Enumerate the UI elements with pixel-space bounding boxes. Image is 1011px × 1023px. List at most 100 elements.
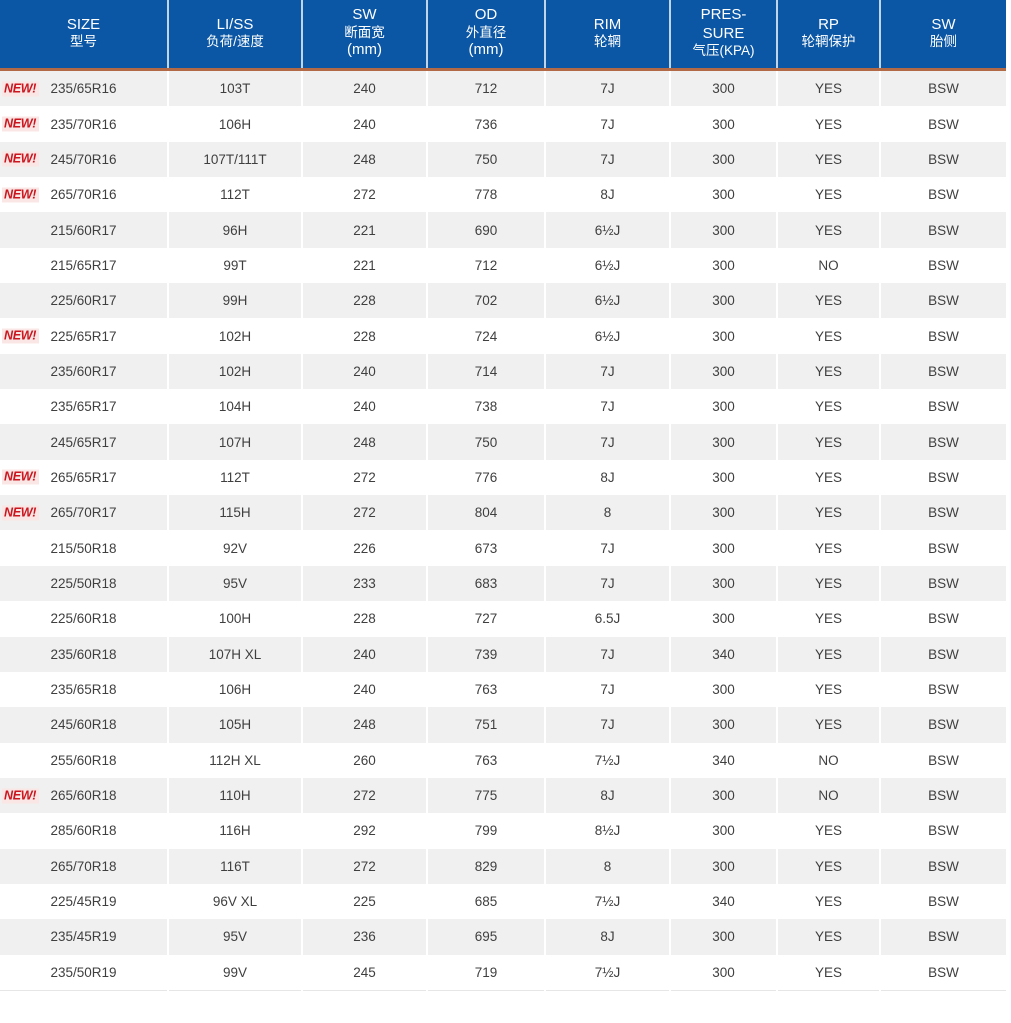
cell-sw_sidewall: BSW (879, 283, 1006, 319)
cell-rp: NO (776, 777, 880, 814)
cell-size: NEW! 265/70R17 (0, 495, 168, 531)
new-badge: NEW! (2, 81, 40, 97)
cell-rp: YES (776, 530, 880, 566)
column-header-rp: RP 轮辋保护 (776, 0, 880, 71)
cell-rim: 6.5J (544, 601, 670, 637)
cell-pressure: 340 (669, 742, 777, 778)
cell-sw_sidewall: BSW (879, 177, 1006, 213)
cell-pressure: 300 (669, 919, 777, 955)
cell-rim: 7J (544, 636, 670, 672)
cell-sw_sidewall: BSW (879, 671, 1006, 708)
cell-rp: YES (776, 707, 880, 743)
column-header-li_ss: LI/SS 负荷/速度 (167, 0, 302, 71)
cell-sw_sidewall: BSW (879, 777, 1006, 814)
cell-od: 685 (426, 883, 545, 920)
cell-rp: YES (776, 106, 880, 142)
cell-sw_sidewall: BSW (879, 141, 1006, 178)
cell-od: 712 (426, 247, 545, 284)
cell-od: 690 (426, 212, 545, 248)
table-row: 235/50R19 99V 245 719 7½J 300 YES BSW (0, 954, 1006, 991)
cell-li_ss: 99T (167, 247, 302, 284)
column-header-line: 型号 (70, 33, 97, 49)
table-row: 215/65R17 99T 221 712 6½J 300 NO BSW (0, 247, 1006, 284)
size-value: 215/65R17 (50, 257, 117, 273)
header-row: SIZE 型号 LI/SS 负荷/速度 SW 断面宽 (mm) OD 外直径 (mm) RIM 轮辋 P… (0, 0, 1006, 71)
cell-rp: YES (776, 495, 880, 531)
cell-size: NEW! 235/65R16 (0, 69, 168, 107)
cell-li_ss: 105H (167, 707, 302, 743)
cell-size: 235/65R18 (0, 671, 168, 708)
column-header-line: RP (818, 15, 839, 33)
cell-sw: 240 (301, 353, 427, 390)
cell-size: NEW! 235/70R16 (0, 106, 168, 142)
cell-od: 750 (426, 141, 545, 178)
table-row: 225/60R17 99H 228 702 6½J 300 YES BSW (0, 283, 1006, 319)
size-value: 285/60R18 (50, 823, 117, 839)
table-row: 215/60R17 96H 221 690 6½J 300 YES BSW (0, 212, 1006, 248)
cell-od: 673 (426, 530, 545, 566)
size-value: 235/65R17 (50, 399, 117, 415)
cell-size: 245/60R18 (0, 707, 168, 743)
cell-size: NEW! 265/60R18 (0, 777, 168, 814)
cell-rim: 8J (544, 459, 670, 496)
cell-pressure: 300 (669, 530, 777, 566)
cell-od: 776 (426, 459, 545, 496)
cell-rim: 7J (544, 565, 670, 602)
cell-rim: 6½J (544, 212, 670, 248)
cell-sw: 240 (301, 69, 427, 107)
cell-od: 683 (426, 565, 545, 602)
column-header-rim: RIM 轮辋 (544, 0, 670, 71)
cell-sw_sidewall: BSW (879, 919, 1006, 955)
table-row: NEW! 265/60R18 110H 272 775 8J 300 NO BSW (0, 777, 1006, 814)
cell-sw: 292 (301, 813, 427, 849)
cell-rp: YES (776, 389, 880, 425)
size-value: 235/45R19 (50, 929, 117, 945)
column-header-sw: SW 断面宽 (mm) (301, 0, 427, 71)
cell-size: 235/60R18 (0, 636, 168, 672)
cell-li_ss: 99H (167, 283, 302, 319)
cell-od: 724 (426, 318, 545, 354)
cell-rim: 7J (544, 141, 670, 178)
cell-sw_sidewall: BSW (879, 495, 1006, 531)
cell-rim: 7½J (544, 954, 670, 991)
cell-rp: YES (776, 565, 880, 602)
cell-sw: 248 (301, 707, 427, 743)
cell-size: 215/50R18 (0, 530, 168, 566)
cell-rp: YES (776, 848, 880, 884)
cell-rim: 7J (544, 353, 670, 390)
cell-pressure: 300 (669, 777, 777, 814)
table-row: 225/45R19 96V XL 225 685 7½J 340 YES BSW (0, 883, 1006, 920)
cell-sw_sidewall: BSW (879, 636, 1006, 672)
cell-li_ss: 103T (167, 69, 302, 107)
column-header-line: (mm) (468, 41, 504, 59)
cell-sw: 240 (301, 389, 427, 425)
new-badge: NEW! (2, 187, 40, 203)
cell-pressure: 340 (669, 636, 777, 672)
cell-rim: 8 (544, 848, 670, 884)
cell-rim: 8½J (544, 813, 670, 849)
cell-li_ss: 107H (167, 424, 302, 460)
table-row: 235/60R18 107H XL 240 739 7J 340 YES BSW (0, 636, 1006, 672)
cell-size: 285/60R18 (0, 813, 168, 849)
cell-rim: 7J (544, 69, 670, 107)
cell-li_ss: 116T (167, 848, 302, 884)
cell-sw_sidewall: BSW (879, 389, 1006, 425)
column-header-line: SIZE (66, 15, 101, 33)
cell-rim: 7½J (544, 883, 670, 920)
cell-pressure: 300 (669, 247, 777, 284)
cell-size: 265/70R18 (0, 848, 168, 884)
cell-pressure: 300 (669, 495, 777, 531)
cell-size: 215/60R17 (0, 212, 168, 248)
cell-rp: YES (776, 283, 880, 319)
cell-rim: 7J (544, 424, 670, 460)
size-value: 245/70R16 (50, 151, 117, 167)
cell-od: 751 (426, 707, 545, 743)
size-value: 225/50R18 (50, 575, 117, 591)
table-row: 245/65R17 107H 248 750 7J 300 YES BSW (0, 424, 1006, 460)
cell-sw_sidewall: BSW (879, 459, 1006, 496)
cell-sw_sidewall: BSW (879, 883, 1006, 920)
cell-rim: 8J (544, 777, 670, 814)
new-badge: NEW! (2, 505, 40, 521)
cell-od: 739 (426, 636, 545, 672)
cell-li_ss: 110H (167, 777, 302, 814)
